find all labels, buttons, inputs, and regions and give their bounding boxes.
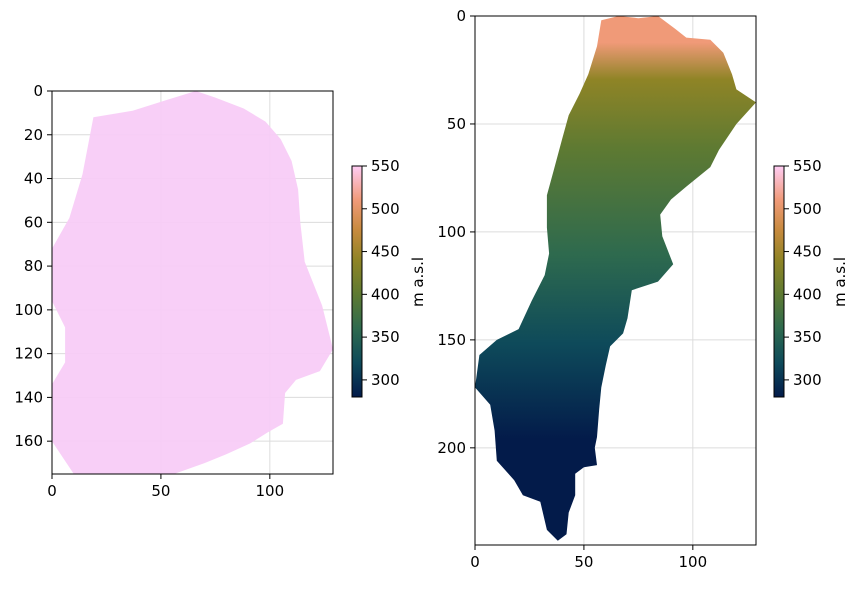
left-colorbar: 300 350 400 450 500 550 m a.s.l — [351, 157, 427, 398]
left-y-ticks: 0 20 40 60 80 100 120 140 160 — [14, 82, 52, 450]
left-colorbar-gradient — [352, 166, 362, 397]
right-colorbar-label: m a.s.l — [831, 257, 849, 307]
left-colorbar-ticks: 300 350 400 450 500 550 — [362, 157, 400, 389]
right-colorbar-tick-label: 450 — [793, 243, 822, 261]
right-colorbar-tick-label: 350 — [793, 328, 822, 346]
right-y-tick-label: 150 — [437, 331, 466, 349]
right-colorbar-tick-label: 300 — [793, 371, 822, 389]
left-y-tick-label: 60 — [24, 213, 43, 231]
left-colorbar-tick-label: 300 — [371, 371, 400, 389]
left-colorbar-tick-label: 450 — [371, 243, 400, 261]
left-y-tick-label: 120 — [14, 345, 43, 363]
left-x-tick-label: 0 — [47, 482, 57, 500]
left-y-tick-label: 40 — [24, 170, 43, 188]
left-y-tick-label: 0 — [33, 82, 43, 100]
right-y-tick-label: 50 — [447, 115, 466, 133]
right-x-tick-label: 50 — [574, 553, 593, 571]
left-heatmap: 0 50 100 0 20 40 60 80 100 120 140 160 — [14, 82, 334, 500]
left-y-tick-label: 140 — [14, 388, 43, 406]
right-y-tick-label: 200 — [437, 439, 466, 457]
left-x-tick-label: 100 — [256, 482, 285, 500]
left-colorbar-label: m a.s.l — [409, 257, 427, 307]
right-x-tick-label: 0 — [470, 553, 480, 571]
left-catchment-mask — [52, 91, 333, 474]
left-y-tick-label: 100 — [14, 301, 43, 319]
right-colorbar-ticks: 300 350 400 450 500 550 — [784, 157, 822, 389]
left-colorbar-tick-label: 350 — [371, 328, 400, 346]
left-colorbar-frame — [351, 165, 363, 398]
left-colorbar-tick-label: 400 — [371, 285, 400, 303]
right-colorbar: 300 350 400 450 500 550 m a.s.l — [773, 157, 849, 398]
left-y-tick-label: 20 — [24, 126, 43, 144]
right-x-ticks: 0 50 100 — [470, 545, 707, 571]
right-y-tick-label: 100 — [437, 223, 466, 241]
right-axes-frame — [474, 15, 757, 546]
right-y-tick-label: 0 — [456, 7, 466, 25]
right-colorbar-tick-label: 550 — [793, 157, 822, 175]
left-colorbar-tick-label: 500 — [371, 200, 400, 218]
right-elevation-fill — [475, 16, 756, 541]
right-colorbar-tick-label: 500 — [793, 200, 822, 218]
left-axes-frame — [51, 90, 334, 475]
right-x-tick-label: 100 — [679, 553, 708, 571]
left-y-tick-label: 80 — [24, 257, 43, 275]
left-colorbar-tick-label: 550 — [371, 157, 400, 175]
right-colorbar-frame — [773, 165, 785, 398]
right-colorbar-gradient — [774, 166, 784, 397]
left-x-tick-label: 50 — [151, 482, 170, 500]
right-colorbar-tick-label: 400 — [793, 285, 822, 303]
left-x-ticks: 0 50 100 — [47, 474, 284, 500]
right-y-ticks: 0 50 100 150 200 — [437, 7, 475, 457]
right-heatmap: 0 50 100 0 50 100 150 200 — [437, 7, 757, 571]
left-y-tick-label: 160 — [14, 432, 43, 450]
